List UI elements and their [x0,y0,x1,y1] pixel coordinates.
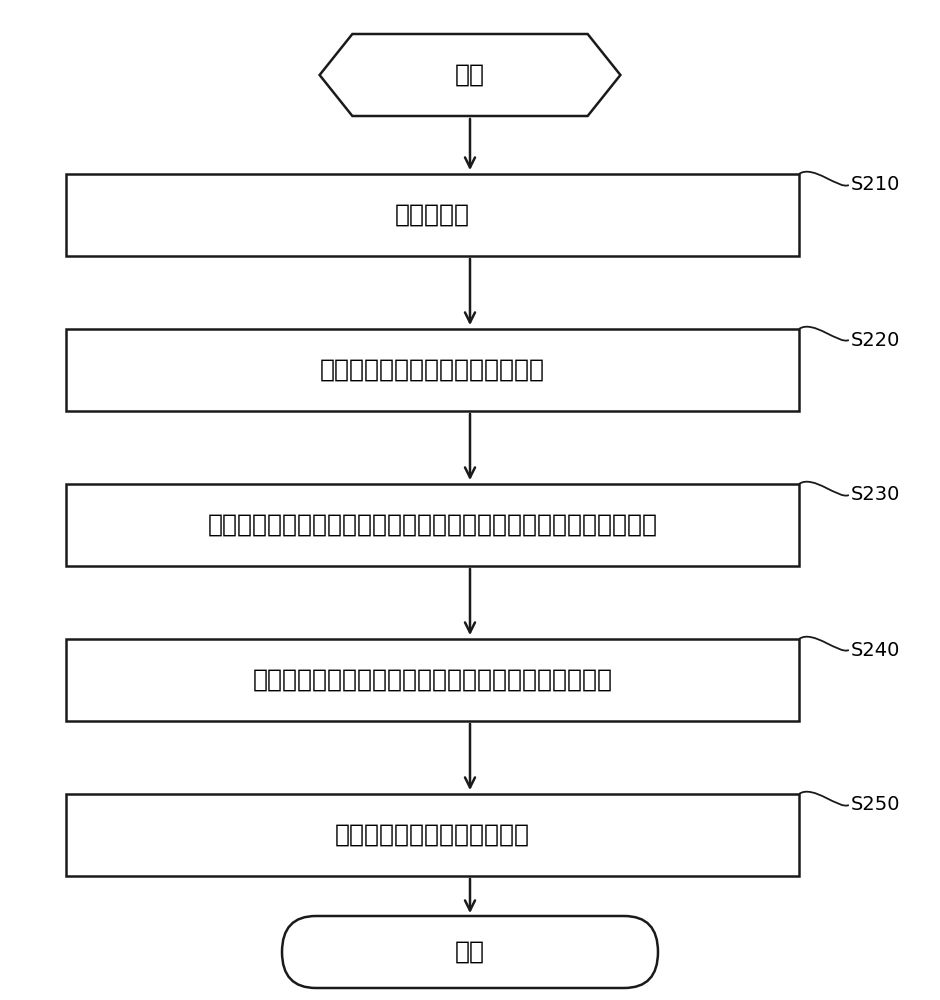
Text: S240: S240 [851,641,901,660]
Bar [66,174,799,256]
Polygon shape [320,34,620,116]
Text: S250: S250 [851,796,901,814]
Bar [66,639,799,721]
Bar [66,329,799,411]
Text: 计算所述搜索词与所述多个搜索结果条目的内容标题的语义相似度值: 计算所述搜索词与所述多个搜索结果条目的内容标题的语义相似度值 [208,513,657,537]
Text: 根据搜索词获取多个搜索结果条目: 根据搜索词获取多个搜索结果条目 [320,358,545,382]
Text: S210: S210 [851,176,901,194]
Text: 发送经过排序的搜索结果条目: 发送经过排序的搜索结果条目 [335,823,530,847]
Bar [66,794,799,876]
Text: 结束: 结束 [455,940,485,964]
Text: 开始: 开始 [455,63,485,87]
FancyBboxPatch shape [282,916,658,988]
Text: 根据计算的语义相似度值对多个搜索结果条目进行排序: 根据计算的语义相似度值对多个搜索结果条目进行排序 [253,668,612,692]
Text: S220: S220 [851,330,901,350]
Text: S230: S230 [851,486,901,504]
Bar [66,484,799,566]
Text: 接收搜索词: 接收搜索词 [395,203,470,227]
